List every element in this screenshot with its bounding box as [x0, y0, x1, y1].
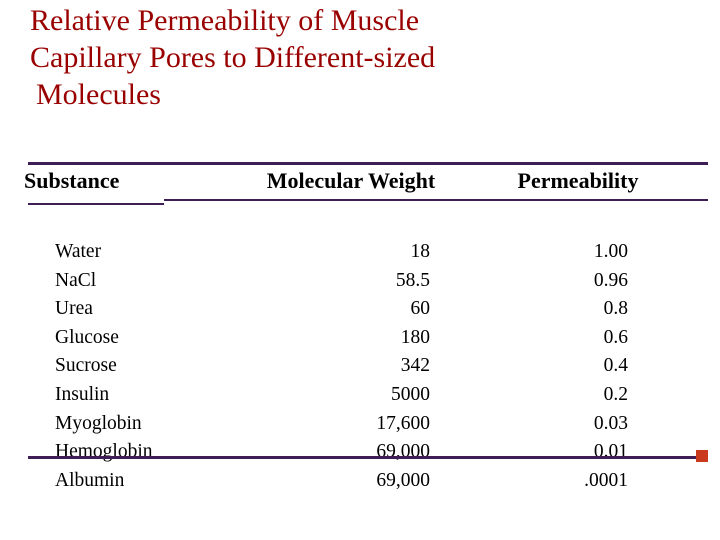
table-row: Urea 60 0.8: [0, 295, 720, 324]
molecular-weight-cell: 69,000: [376, 469, 430, 491]
title-line-3: Molecules: [36, 78, 161, 111]
table-row: Water 18 1.00: [0, 238, 720, 267]
header-molecular-weight: Molecular Weight: [266, 168, 436, 193]
table-header-row: Substance Molecular Weight Permeability: [0, 168, 720, 200]
permeability-cell: 0.01: [593, 441, 628, 463]
substance-cell: NaCl: [55, 269, 97, 291]
permeability-cell: 0.8: [603, 298, 628, 320]
molecular-weight-cell: 342: [400, 355, 430, 377]
permeability-cell: 1.00: [593, 241, 628, 262]
table-row: Glucose 180 0.6: [0, 324, 720, 353]
substance-header-underline: [28, 203, 164, 205]
substance-cell: Glucose: [55, 326, 119, 348]
table-row: Hemoglobin 69,000 0.01: [0, 438, 720, 467]
molecular-weight-cell: 5000: [391, 383, 430, 405]
substance-cell: Hemoglobin: [55, 441, 153, 463]
substance-cell: Myoglobin: [55, 412, 142, 434]
bottom-rule: [28, 456, 700, 459]
top-rule: [28, 162, 708, 165]
header-permeability: Permeability: [517, 168, 639, 193]
table-row: Insulin 5000 0.2: [0, 381, 720, 410]
permeability-cell: 0.4: [603, 355, 628, 377]
permeability-cell: .0001: [584, 469, 628, 491]
header-substance: Substance: [24, 168, 120, 193]
substance-cell: Water: [55, 241, 102, 262]
molecular-weight-cell: 58.5: [395, 269, 430, 291]
substance-cell: Insulin: [55, 383, 110, 405]
substance-cell: Albumin: [55, 469, 125, 491]
table-row: Albumin 69,000 .0001: [0, 467, 720, 496]
title-line-1: Relative Permeability of Muscle: [30, 4, 420, 37]
permeability-cell: 0.03: [593, 412, 628, 434]
permeability-cell: 0.2: [603, 383, 628, 405]
substance-cell: Sucrose: [55, 355, 117, 377]
title-line-2: Capillary Pores to Different-sized: [30, 41, 436, 74]
red-square-marker: [696, 450, 708, 462]
columns-header-underline: [164, 199, 708, 201]
table-row: NaCl 58.5 0.96: [0, 267, 720, 296]
permeability-cell: 0.96: [593, 269, 628, 291]
permeability-cell: 0.6: [603, 326, 628, 348]
molecular-weight-cell: 69,000: [376, 441, 430, 463]
molecular-weight-cell: 180: [400, 326, 430, 348]
slide-title: Relative Permeability of Muscle Capillar…: [30, 2, 670, 113]
table-row: Myoglobin 17,600 0.03: [0, 410, 720, 439]
substance-cell: Urea: [55, 298, 93, 320]
molecular-weight-cell: 60: [410, 298, 431, 320]
molecular-weight-cell: 18: [410, 241, 431, 262]
table-row: Sucrose 342 0.4: [0, 352, 720, 381]
molecular-weight-cell: 17,600: [376, 412, 430, 434]
